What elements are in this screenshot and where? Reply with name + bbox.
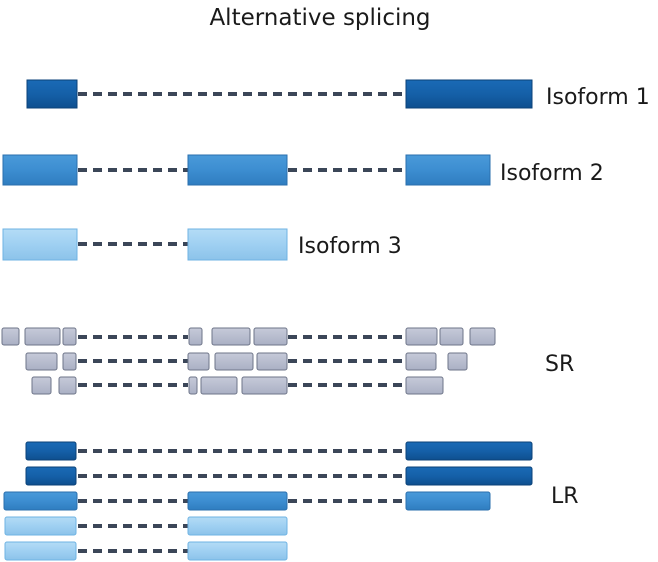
isoform-3-label: Isoform 3 [298, 234, 402, 259]
short-read [187, 352, 210, 371]
short-read [241, 376, 288, 395]
short-read [211, 327, 251, 346]
long-read-exon [25, 466, 77, 486]
exon-1 [2, 228, 78, 261]
long-read-exon [4, 516, 77, 536]
short-read [62, 327, 77, 346]
exon-1 [26, 79, 78, 109]
diagram-title: Alternative splicing [209, 5, 430, 31]
short-read [58, 376, 77, 395]
exon-2 [187, 228, 288, 261]
short-read [188, 376, 198, 395]
short-read [469, 327, 496, 346]
exon-1 [2, 154, 78, 186]
short-read [405, 376, 444, 395]
short-read [439, 327, 464, 346]
exon-3 [405, 154, 491, 186]
long-reads: LR [3, 441, 579, 561]
long-read-exon [405, 466, 533, 486]
short-reads: SR [1, 327, 574, 395]
long-read-exon [25, 441, 77, 461]
short-read [405, 352, 437, 371]
short-read [405, 327, 438, 346]
long-read-exon [187, 541, 288, 561]
short-read [31, 376, 52, 395]
long-read-exon [187, 491, 288, 511]
isoform-2: Isoform 2 [2, 154, 604, 186]
short-read [25, 352, 58, 371]
short-read [447, 352, 468, 371]
exon-3 [405, 79, 533, 109]
short-read [253, 327, 288, 346]
short-read [62, 352, 77, 371]
long-read-exon [405, 491, 491, 511]
short-read [214, 352, 254, 371]
short-read [200, 376, 238, 395]
isoform-1-label: Isoform 1 [546, 85, 650, 110]
long-read-exon [3, 491, 78, 511]
short-reads-label: SR [545, 352, 574, 377]
isoform-1: Isoform 1 [26, 79, 650, 110]
long-read-exon [405, 441, 533, 461]
isoform-3: Isoform 3 [2, 228, 402, 261]
long-read-exon [187, 516, 288, 536]
short-read [188, 327, 203, 346]
exon-2 [187, 154, 288, 186]
short-read [1, 327, 20, 346]
isoform-2-label: Isoform 2 [500, 161, 604, 186]
long-read-exon [4, 541, 77, 561]
long-reads-label: LR [551, 484, 579, 509]
short-read [256, 352, 288, 371]
short-read [24, 327, 61, 346]
